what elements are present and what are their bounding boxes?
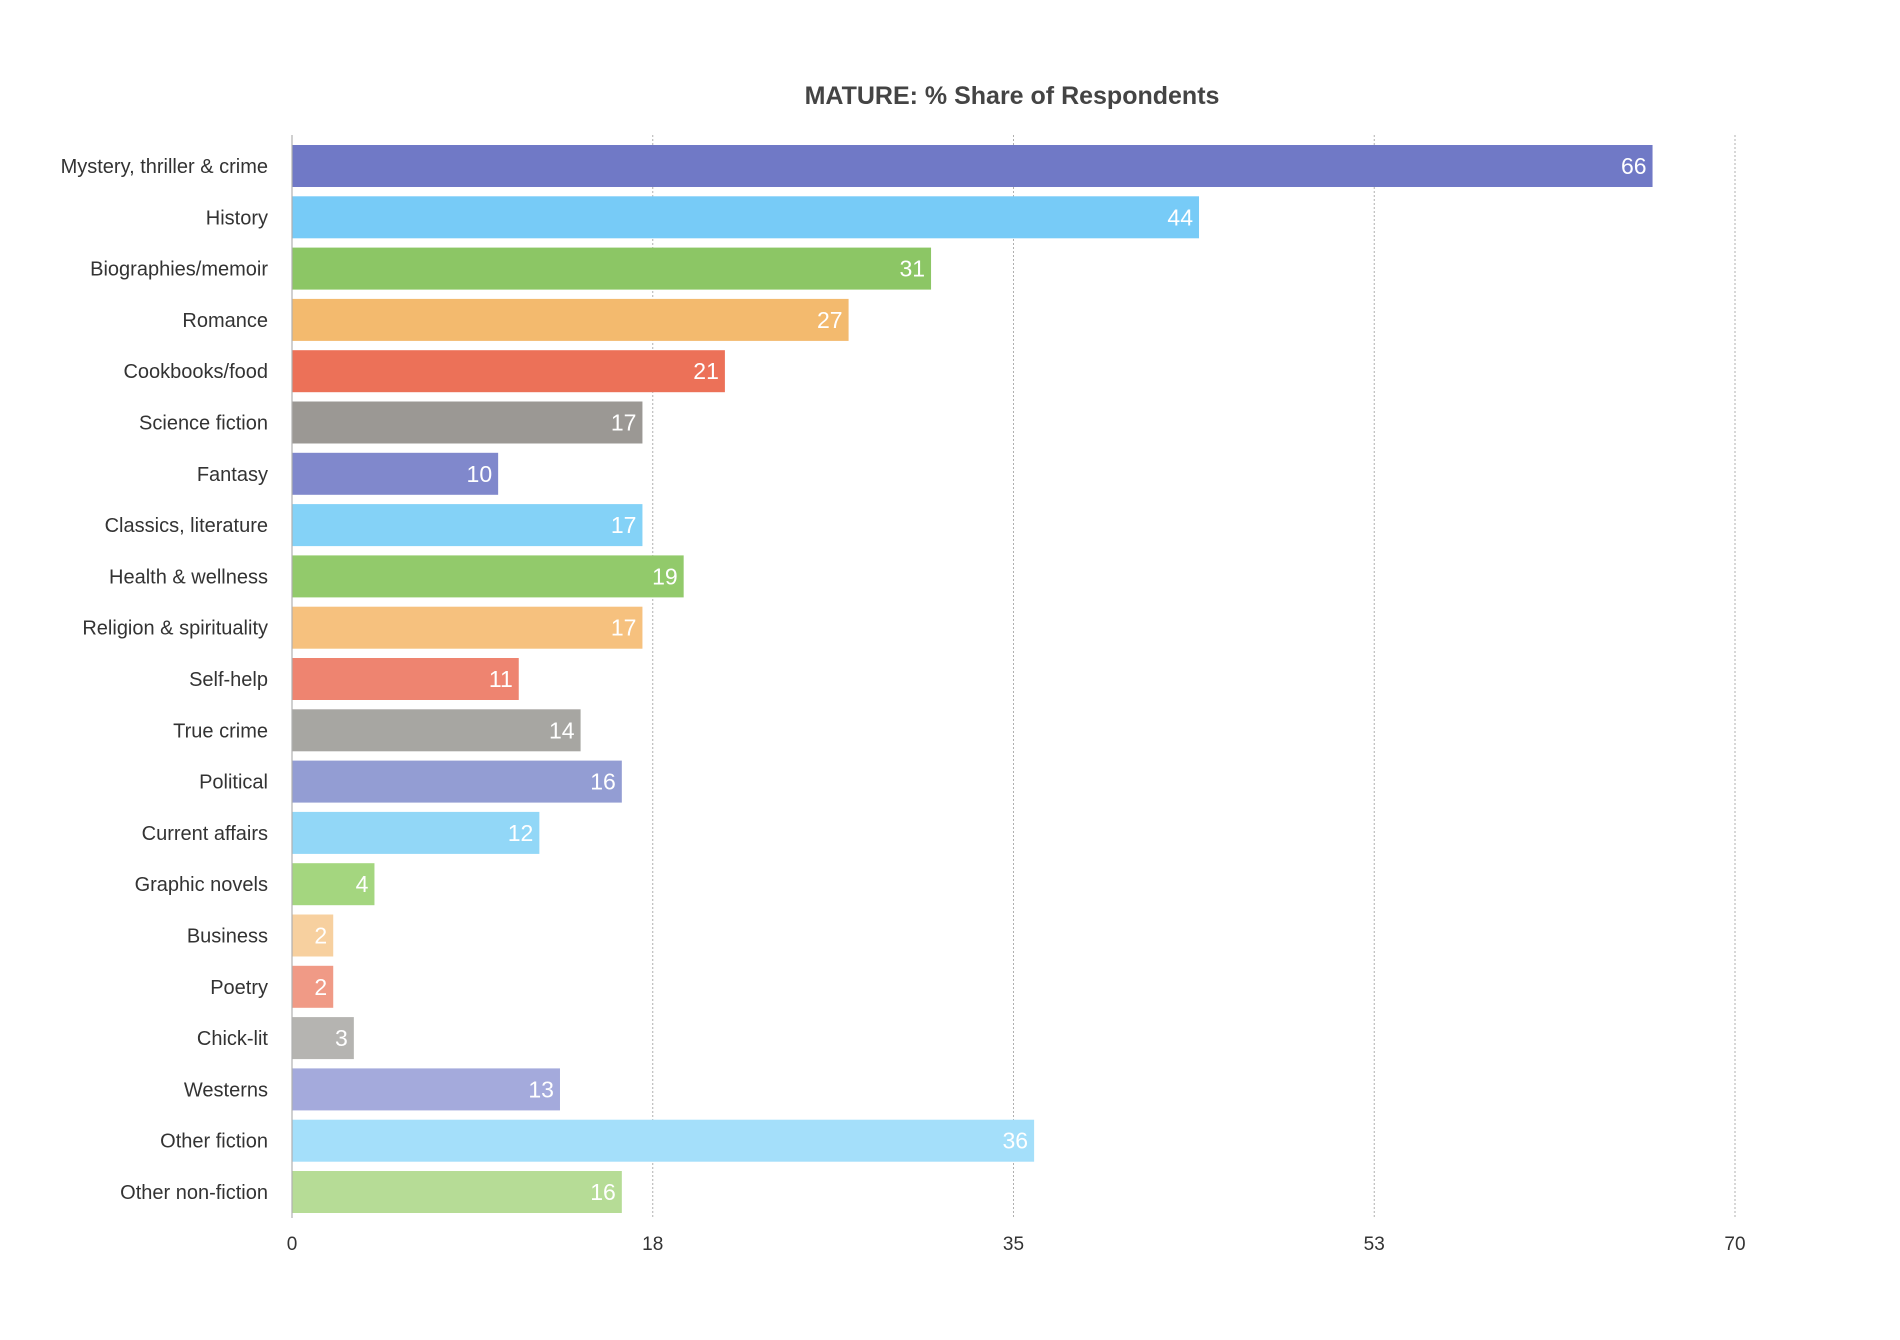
category-label: Political (199, 772, 268, 794)
bar-value-label: 14 (549, 717, 575, 743)
bar-value-label: 11 (489, 666, 513, 692)
bar-value-label: 36 (1003, 1128, 1029, 1154)
bar (292, 504, 643, 547)
bar-value-label: 2 (314, 923, 327, 949)
bar-value-label: 21 (693, 358, 719, 384)
bar-value-label: 2 (314, 974, 327, 1000)
category-label: Fantasy (197, 464, 268, 486)
category-label: Cookbooks/food (123, 361, 268, 383)
bar (292, 1017, 354, 1060)
bar (292, 1068, 560, 1111)
x-tick-label: 53 (1364, 1234, 1385, 1255)
category-label: Self-help (189, 669, 268, 691)
category-label: History (206, 207, 268, 229)
bar (292, 606, 643, 649)
bar (292, 760, 622, 803)
bar (292, 914, 334, 957)
category-label: Graphic novels (135, 874, 268, 896)
category-label: Classics, literature (105, 515, 268, 537)
bar (292, 298, 849, 341)
category-label: Health & wellness (109, 566, 268, 588)
bar (292, 1119, 1035, 1162)
bar (292, 811, 540, 854)
bar-value-label: 17 (611, 410, 637, 436)
bar (292, 350, 725, 393)
category-label: Chick-lit (197, 1028, 269, 1050)
bar-value-label: 27 (817, 307, 843, 333)
bar (292, 247, 932, 290)
bar (292, 145, 1653, 187)
bar-value-label: 12 (508, 820, 534, 846)
bar-value-label: 17 (611, 615, 637, 641)
category-label: Religion & spirituality (82, 618, 268, 640)
bar-value-label: 10 (467, 461, 493, 487)
bar-value-label: 3 (335, 1025, 348, 1051)
bar (292, 709, 581, 752)
x-tick-label: 35 (1003, 1234, 1024, 1255)
category-labels: Mystery, thriller & crime History Biograph… (61, 156, 269, 1204)
bar (292, 555, 684, 598)
bar-value-label: 13 (528, 1076, 554, 1102)
bar (292, 1171, 622, 1213)
category-label: Business (187, 926, 268, 948)
category-label: Poetry (210, 977, 268, 999)
grid-lines (652, 135, 1736, 1218)
category-label: Biographies/memoir (90, 259, 268, 281)
bar (292, 196, 1200, 239)
category-label: Westerns (184, 1079, 268, 1101)
bar-value-label: 4 (356, 871, 369, 897)
bar-value-label: 16 (590, 1179, 616, 1205)
bar-value-label: 19 (652, 563, 678, 589)
category-label: Mystery, thriller & crime (61, 156, 268, 178)
x-tick-label: 18 (642, 1234, 663, 1255)
category-label: Other fiction (160, 1131, 268, 1153)
bar (292, 658, 519, 700)
bar (292, 452, 499, 495)
category-label: Science fiction (139, 413, 268, 435)
x-axis-ticks: 0 18 35 53 70 (287, 1234, 1746, 1255)
category-label: Romance (182, 310, 268, 332)
chart-title: MATURE: % Share of Respondents (805, 82, 1220, 110)
bar-value-label: 66 (1621, 153, 1647, 179)
bar-value-label: 31 (899, 256, 925, 282)
x-tick-label: 0 (287, 1234, 298, 1255)
category-label: Current affairs (142, 823, 268, 845)
bar (292, 965, 334, 1008)
bar-value-label: 16 (590, 769, 616, 795)
bar-value-label: 17 (611, 512, 637, 538)
bar (292, 401, 643, 444)
category-label: Other non-fiction (120, 1182, 268, 1204)
bar-value-label: 44 (1167, 204, 1193, 230)
bar (292, 863, 375, 906)
x-tick-label: 70 (1724, 1234, 1745, 1255)
category-label: True crime (173, 720, 268, 742)
